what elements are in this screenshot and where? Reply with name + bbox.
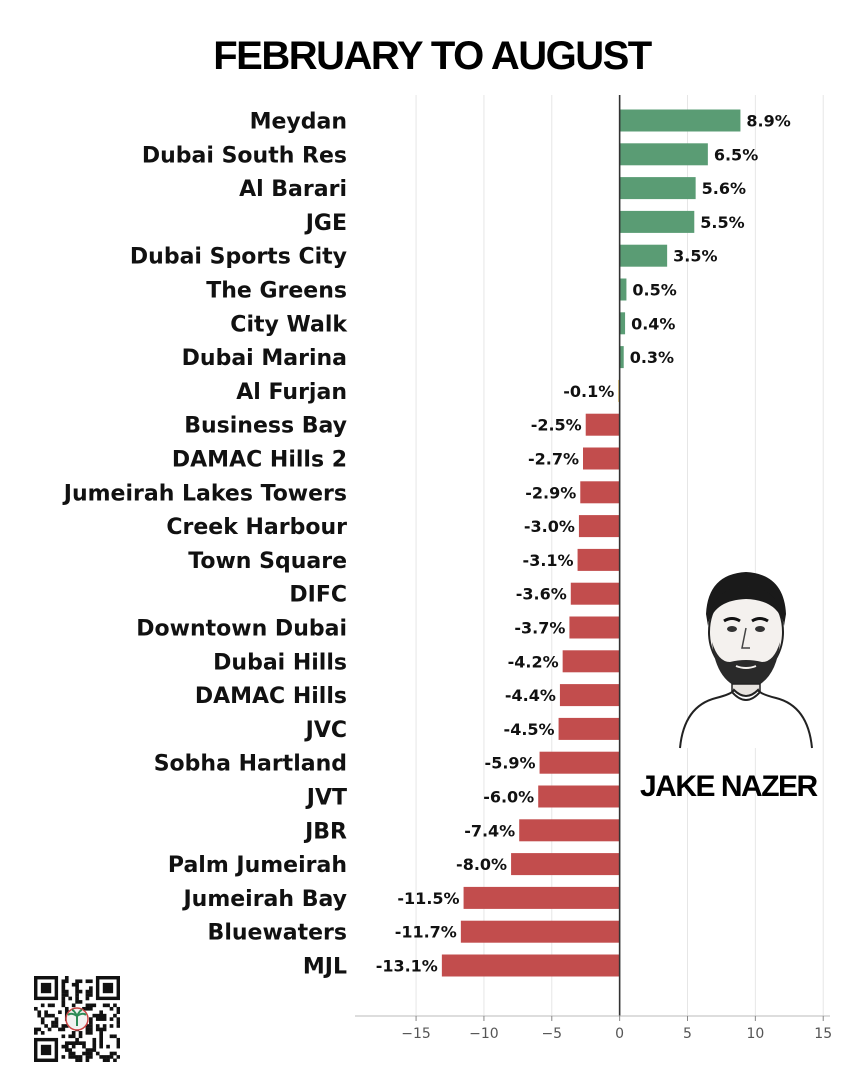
bar — [619, 346, 624, 369]
data-label: 8.9% — [746, 112, 790, 131]
category-label: MJL — [303, 955, 347, 980]
category-label: Business Bay — [184, 414, 347, 439]
bar — [619, 312, 626, 335]
data-label: 0.3% — [630, 348, 674, 367]
qr-code-icon[interactable] — [34, 976, 120, 1062]
category-label: Al Barari — [239, 177, 347, 202]
category-label: DIFC — [289, 583, 347, 608]
category-label: Meydan — [250, 110, 347, 135]
bar — [619, 244, 668, 267]
bar — [538, 785, 620, 808]
x-tick-label: 5 — [683, 1026, 692, 1042]
bar — [619, 177, 696, 200]
bar — [619, 109, 741, 132]
bar — [577, 548, 620, 571]
data-label: -3.0% — [524, 517, 575, 536]
data-label: -7.4% — [464, 821, 515, 840]
bar — [585, 413, 620, 436]
author-portrait — [679, 572, 813, 749]
data-label: -3.7% — [514, 619, 565, 638]
data-label: -2.7% — [528, 450, 579, 469]
data-label: 0.5% — [632, 281, 676, 300]
data-label: -2.9% — [525, 483, 576, 502]
x-tick-label: −10 — [469, 1026, 499, 1042]
data-label: -11.5% — [397, 889, 459, 908]
bar — [619, 143, 708, 166]
bar — [578, 515, 620, 538]
data-label: 5.6% — [702, 179, 746, 198]
x-tick-label: 0 — [615, 1026, 624, 1042]
bar — [619, 210, 695, 233]
category-label: Dubai Sports City — [130, 245, 347, 270]
data-label: -13.1% — [376, 957, 438, 976]
data-label: -0.1% — [563, 382, 614, 401]
data-label: 6.5% — [714, 145, 758, 164]
x-tick-label: 15 — [814, 1026, 832, 1042]
data-label: -8.0% — [456, 855, 507, 874]
data-label: -4.4% — [505, 686, 556, 705]
category-label: Jumeirah Bay — [181, 887, 347, 912]
category-label: DAMAC Hills 2 — [172, 448, 347, 473]
data-label: 3.5% — [673, 247, 717, 266]
category-label: Al Furjan — [236, 380, 347, 405]
data-label: 0.4% — [631, 314, 675, 333]
author-name: JAKE NAZER — [640, 770, 818, 803]
category-label: Town Square — [188, 549, 347, 574]
x-tick-label: 10 — [746, 1026, 764, 1042]
bar — [519, 819, 620, 842]
category-label: Bluewaters — [208, 921, 347, 946]
data-label: -6.0% — [483, 788, 534, 807]
bar — [570, 582, 620, 605]
bar — [583, 447, 620, 470]
category-label: Creek Harbour — [166, 515, 347, 540]
data-label: 5.5% — [700, 213, 744, 232]
bar — [511, 853, 620, 876]
category-label: DAMAC Hills — [195, 684, 347, 709]
category-label: Dubai Hills — [213, 650, 347, 675]
category-label: The Greens — [206, 279, 347, 304]
bar — [559, 684, 620, 707]
category-label: Downtown Dubai — [136, 617, 347, 642]
bar — [558, 717, 620, 740]
chart-title: FEBRUARY TO AUGUST — [213, 34, 652, 78]
data-label: -2.5% — [531, 416, 582, 435]
category-label: JBR — [303, 819, 347, 844]
bar — [580, 481, 620, 504]
category-label: Dubai South Res — [142, 143, 347, 168]
category-label: City Walk — [230, 312, 348, 337]
category-label: Dubai Marina — [182, 346, 347, 371]
x-tick-label: −5 — [541, 1026, 562, 1042]
category-label: Sobha Hartland — [154, 752, 347, 777]
bar — [539, 751, 620, 774]
data-label: -4.5% — [504, 720, 555, 739]
bar — [569, 616, 620, 639]
bar — [463, 886, 620, 909]
data-label: -5.9% — [485, 754, 536, 773]
bar — [441, 954, 620, 977]
data-label: -3.6% — [516, 585, 567, 604]
category-label: JGE — [304, 211, 347, 236]
data-label: -3.1% — [523, 551, 574, 570]
category-label: Palm Jumeirah — [168, 853, 347, 878]
category-label: Jumeirah Lakes Towers — [62, 481, 347, 506]
x-tick-label: −15 — [401, 1026, 431, 1042]
category-label: JVT — [305, 786, 347, 811]
category-label: JVC — [304, 718, 347, 743]
bar — [562, 650, 620, 673]
bar — [460, 920, 620, 943]
data-label: -11.7% — [395, 923, 457, 942]
bar — [619, 278, 627, 301]
data-label: -4.2% — [508, 652, 559, 671]
